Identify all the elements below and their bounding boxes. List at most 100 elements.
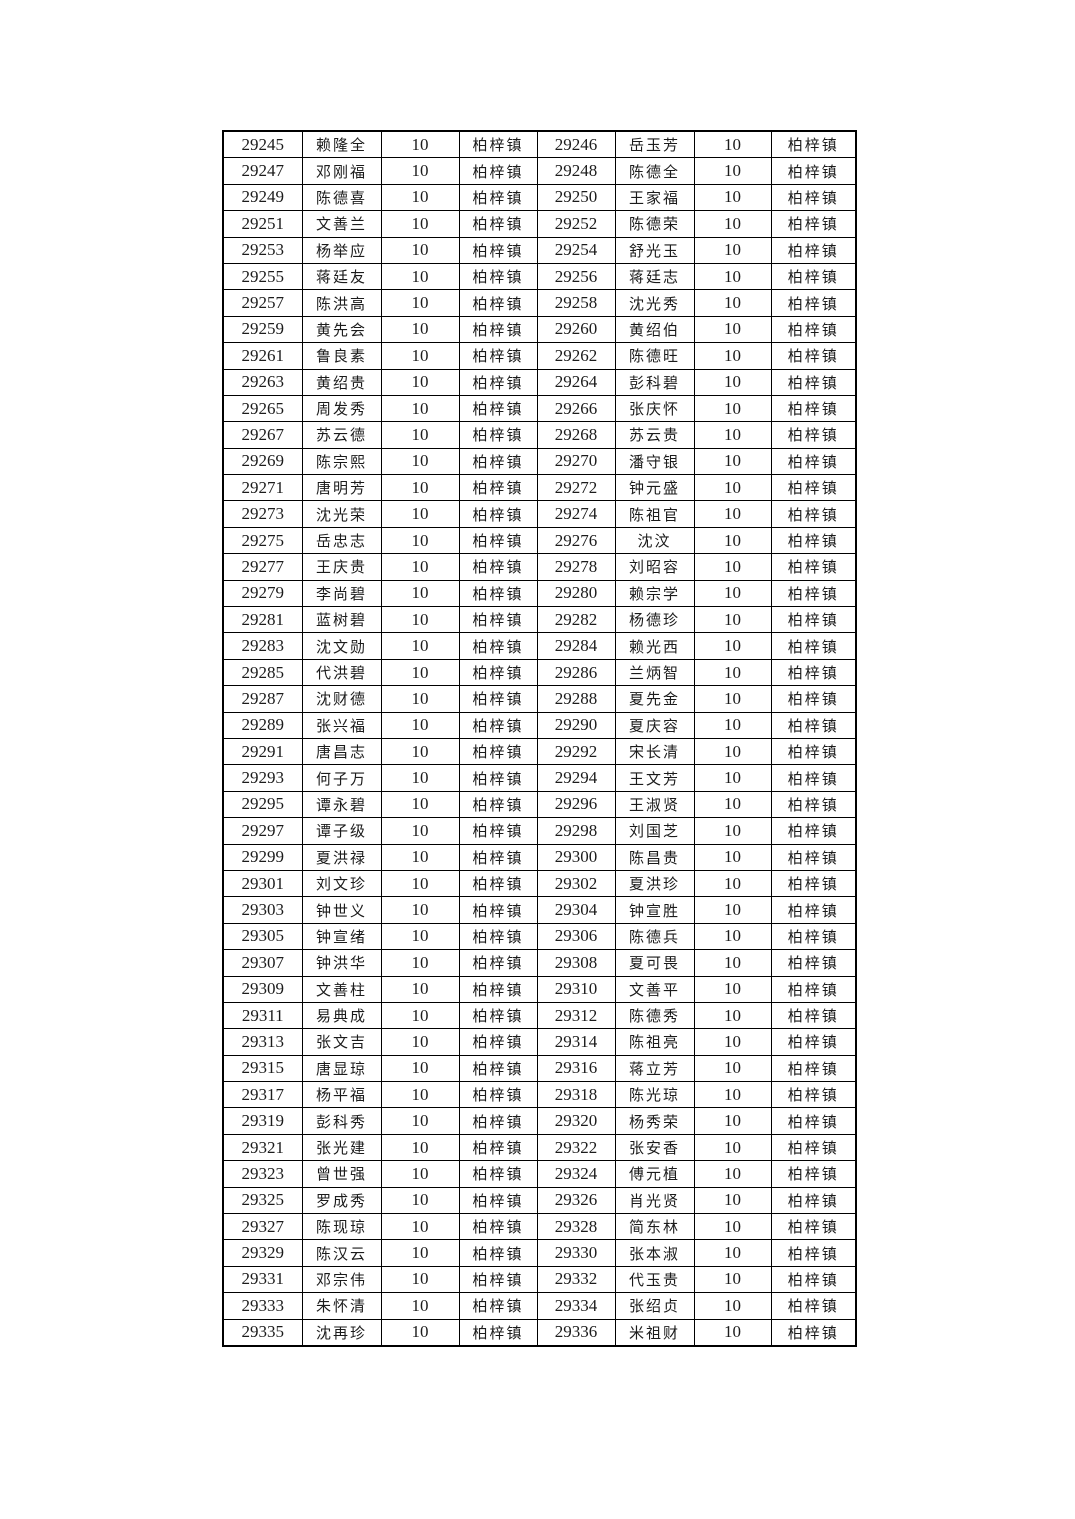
town-cell: 柏梓镇 [770, 262, 857, 291]
town-cell: 柏梓镇 [458, 210, 538, 238]
town-cell: 柏梓镇 [458, 632, 538, 660]
name-cell: 唐显琼 [301, 1054, 382, 1083]
id-cell: 29275 [222, 526, 303, 555]
table-row: 29271 唐明芳 10 柏梓镇 29272 钟元盛 10 柏梓镇 [222, 474, 857, 502]
name-cell: 赖宗学 [614, 579, 695, 608]
town-cell: 柏梓镇 [770, 1265, 857, 1294]
id-cell: 29288 [536, 685, 616, 713]
name-cell: 岳忠志 [301, 526, 382, 555]
id-cell: 29271 [222, 474, 303, 502]
name-cell: 苏云贵 [614, 421, 695, 449]
name-cell: 张光建 [301, 1133, 382, 1162]
id-cell: 29332 [536, 1265, 616, 1294]
id-cell: 29260 [536, 315, 616, 344]
id-cell: 29320 [536, 1107, 616, 1135]
id-cell: 29330 [536, 1239, 616, 1267]
id-cell: 29277 [222, 553, 303, 581]
id-cell: 29281 [222, 606, 303, 634]
name-cell: 邓宗伟 [301, 1265, 382, 1294]
table-row: 29283 沈文勋 10 柏梓镇 29284 赖光西 10 柏梓镇 [222, 632, 857, 660]
id-cell: 29257 [222, 289, 303, 317]
name-cell: 蓝树碧 [301, 606, 382, 634]
amount-cell: 10 [380, 922, 460, 951]
id-cell: 29311 [222, 1001, 303, 1030]
name-cell: 赖隆全 [301, 130, 382, 159]
table-row: 29267 苏云德 10 柏梓镇 29268 苏云贵 10 柏梓镇 [222, 421, 857, 449]
id-cell: 29321 [222, 1133, 303, 1162]
town-cell: 柏梓镇 [458, 474, 538, 502]
amount-cell: 10 [693, 474, 772, 502]
name-cell: 蒋廷友 [301, 262, 382, 291]
town-cell: 柏梓镇 [770, 210, 857, 238]
amount-cell: 10 [380, 1107, 460, 1135]
town-cell: 柏梓镇 [458, 183, 538, 212]
amount-cell: 10 [380, 632, 460, 660]
amount-cell: 10 [693, 896, 772, 924]
town-cell: 柏梓镇 [458, 975, 538, 1003]
id-cell: 29335 [222, 1318, 303, 1347]
amount-cell: 10 [693, 342, 772, 370]
amount-cell: 10 [380, 289, 460, 317]
name-cell: 易典成 [301, 1001, 382, 1030]
town-cell: 柏梓镇 [770, 157, 857, 185]
table-row: 29261 鲁良素 10 柏梓镇 29262 陈德旺 10 柏梓镇 [222, 342, 857, 370]
name-cell: 沈光秀 [614, 289, 695, 317]
town-cell: 柏梓镇 [458, 526, 538, 555]
id-cell: 29261 [222, 342, 303, 370]
name-cell: 黄绍伯 [614, 315, 695, 344]
amount-cell: 10 [693, 1239, 772, 1267]
id-cell: 29282 [536, 606, 616, 634]
amount-cell: 10 [693, 289, 772, 317]
town-cell: 柏梓镇 [770, 236, 857, 264]
name-cell: 杨举应 [301, 236, 382, 264]
town-cell: 柏梓镇 [458, 236, 538, 264]
town-cell: 柏梓镇 [458, 1028, 538, 1056]
id-cell: 29314 [536, 1028, 616, 1056]
table-row: 29255 蒋廷友 10 柏梓镇 29256 蒋廷志 10 柏梓镇 [222, 262, 857, 291]
town-cell: 柏梓镇 [458, 579, 538, 608]
town-cell: 柏梓镇 [458, 685, 538, 713]
town-cell: 柏梓镇 [770, 949, 857, 977]
town-cell: 柏梓镇 [770, 1160, 857, 1188]
amount-cell: 10 [693, 1265, 772, 1294]
table-row: 29265 周发秀 10 柏梓镇 29266 张庆怀 10 柏梓镇 [222, 394, 857, 423]
name-cell: 朱怀清 [301, 1292, 382, 1320]
name-cell: 文善兰 [301, 210, 382, 238]
amount-cell: 10 [380, 658, 460, 687]
town-cell: 柏梓镇 [770, 526, 857, 555]
town-cell: 柏梓镇 [458, 421, 538, 449]
amount-cell: 10 [380, 394, 460, 423]
town-cell: 柏梓镇 [770, 1133, 857, 1162]
town-cell: 柏梓镇 [770, 817, 857, 845]
table-row: 29329 陈汉云 10 柏梓镇 29330 张本淑 10 柏梓镇 [222, 1239, 857, 1267]
town-cell: 柏梓镇 [770, 1318, 857, 1347]
table-row: 29335 沈再珍 10 柏梓镇 29336 米祖财 10 柏梓镇 [222, 1318, 857, 1347]
id-cell: 29325 [222, 1186, 303, 1215]
town-cell: 柏梓镇 [770, 130, 857, 159]
amount-cell: 10 [380, 262, 460, 291]
name-cell: 夏可畏 [614, 949, 695, 977]
town-cell: 柏梓镇 [770, 632, 857, 660]
amount-cell: 10 [380, 1318, 460, 1347]
name-cell: 谭子级 [301, 817, 382, 845]
name-cell: 夏先金 [614, 685, 695, 713]
town-cell: 柏梓镇 [770, 1028, 857, 1056]
town-cell: 柏梓镇 [770, 922, 857, 951]
id-cell: 29272 [536, 474, 616, 502]
id-cell: 29284 [536, 632, 616, 660]
town-cell: 柏梓镇 [770, 606, 857, 634]
id-cell: 29265 [222, 394, 303, 423]
id-cell: 29327 [222, 1213, 303, 1241]
amount-cell: 10 [693, 368, 772, 396]
id-cell: 29317 [222, 1081, 303, 1109]
table-row: 29301 刘文珍 10 柏梓镇 29302 夏洪珍 10 柏梓镇 [222, 869, 857, 898]
amount-cell: 10 [693, 315, 772, 344]
amount-cell: 10 [693, 183, 772, 212]
name-cell: 陈德全 [614, 157, 695, 185]
amount-cell: 10 [380, 315, 460, 344]
town-cell: 柏梓镇 [458, 553, 538, 581]
amount-cell: 10 [380, 500, 460, 528]
id-cell: 29252 [536, 210, 616, 238]
id-cell: 29250 [536, 183, 616, 212]
amount-cell: 10 [693, 922, 772, 951]
